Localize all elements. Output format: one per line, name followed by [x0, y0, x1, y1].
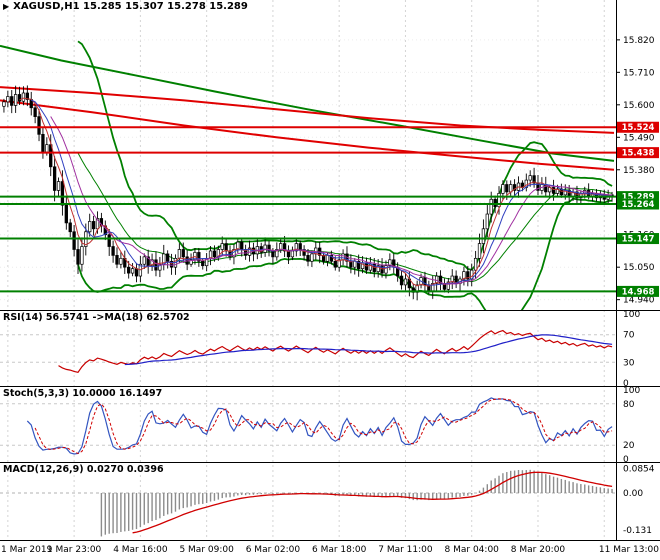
svg-text:11 Mar 13:00: 11 Mar 13:00 — [599, 545, 659, 555]
svg-text:0.00: 0.00 — [623, 489, 643, 499]
symbol-ohlc-label: XAGUSD,H1 15.285 15.307 15.278 15.289 — [13, 1, 248, 12]
svg-text:7 Mar 11:00: 7 Mar 11:00 — [378, 545, 433, 555]
chart-title: ▶ XAGUSD,H1 15.285 15.307 15.278 15.289 — [3, 1, 248, 12]
svg-text:80: 80 — [623, 400, 635, 410]
svg-text:6 Mar 18:00: 6 Mar 18:00 — [312, 545, 367, 555]
svg-text:100: 100 — [623, 386, 640, 396]
svg-text:5 Mar 09:00: 5 Mar 09:00 — [179, 545, 234, 555]
svg-text:14.968: 14.968 — [622, 287, 655, 297]
svg-text:15.820: 15.820 — [623, 36, 655, 46]
svg-text:-0.131: -0.131 — [623, 526, 652, 536]
svg-text:4 Mar 16:00: 4 Mar 16:00 — [113, 545, 168, 555]
svg-text:15.264: 15.264 — [622, 200, 655, 210]
svg-text:15.380: 15.380 — [623, 166, 655, 176]
svg-text:20: 20 — [623, 441, 635, 451]
svg-text:15.438: 15.438 — [622, 149, 655, 159]
svg-text:15.490: 15.490 — [623, 133, 655, 143]
svg-text:15.147: 15.147 — [622, 235, 655, 245]
svg-text:15.524: 15.524 — [622, 123, 655, 133]
svg-text:15.710: 15.710 — [623, 68, 655, 78]
svg-text:0: 0 — [623, 379, 629, 389]
svg-text:100: 100 — [623, 310, 640, 320]
svg-text:15.050: 15.050 — [623, 263, 655, 273]
svg-text:0.0854: 0.0854 — [623, 465, 655, 475]
svg-text:15.600: 15.600 — [623, 101, 655, 111]
svg-text:6 Mar 02:00: 6 Mar 02:00 — [246, 545, 301, 555]
svg-text:8 Mar 04:00: 8 Mar 04:00 — [445, 545, 500, 555]
svg-text:70: 70 — [623, 331, 635, 341]
svg-text:15.289: 15.289 — [622, 193, 655, 203]
svg-text:8 Mar 20:00: 8 Mar 20:00 — [511, 545, 566, 555]
svg-text:1 Mar 2019: 1 Mar 2019 — [1, 545, 53, 555]
svg-text:30: 30 — [623, 358, 635, 368]
svg-text:0: 0 — [623, 455, 629, 465]
svg-text:14.940: 14.940 — [623, 296, 655, 306]
symbol-marker-icon: ▶ — [3, 1, 10, 11]
svg-text:1 Mar 23:00: 1 Mar 23:00 — [47, 545, 102, 555]
